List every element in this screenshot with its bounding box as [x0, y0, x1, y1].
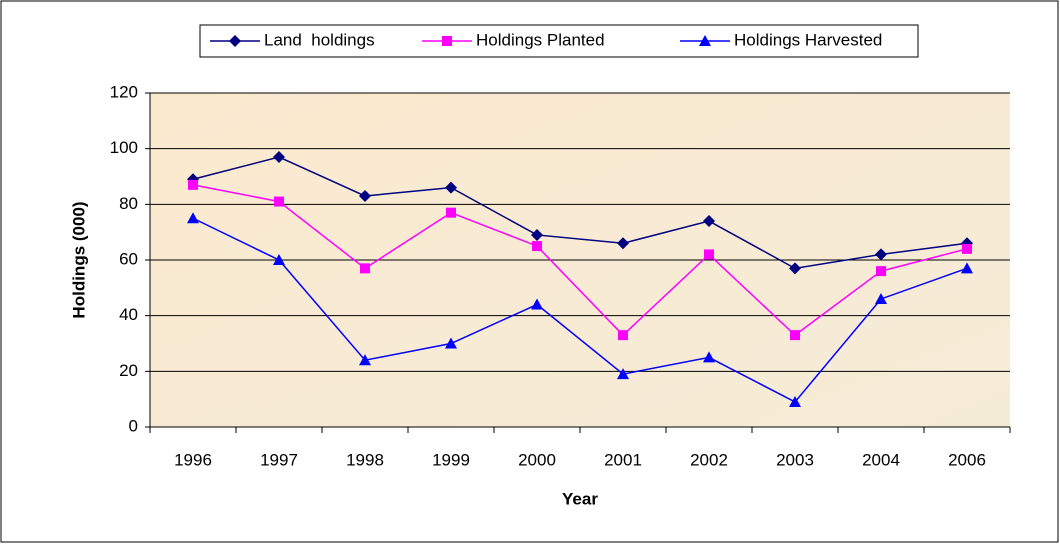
y-tick-label: 20 — [119, 361, 138, 380]
legend-marker — [229, 35, 241, 47]
data-point — [446, 207, 456, 218]
x-axis-label: Year — [562, 489, 598, 508]
y-tick-label: 60 — [119, 249, 138, 268]
data-point — [273, 254, 285, 265]
data-point — [274, 196, 284, 207]
x-tick-label: 2002 — [690, 450, 728, 469]
data-point — [789, 262, 801, 275]
legend-label: Holdings Planted — [476, 30, 605, 49]
data-point — [531, 298, 543, 310]
legend-marker — [699, 35, 711, 46]
y-tick-label: 40 — [119, 305, 138, 324]
x-tick-label: 1996 — [174, 450, 212, 469]
x-tick-label: 1997 — [260, 450, 298, 469]
data-point — [360, 263, 370, 274]
x-tick-label: 1999 — [432, 450, 470, 469]
data-point — [876, 266, 886, 277]
data-point — [789, 395, 801, 407]
data-point — [273, 151, 285, 164]
data-point — [618, 330, 628, 341]
series-line — [192, 217, 968, 403]
data-point — [875, 248, 887, 261]
data-point — [359, 354, 371, 366]
series-line — [192, 184, 968, 337]
data-point — [445, 337, 457, 349]
data-point — [790, 330, 800, 341]
y-axis-label: Holdings (000) — [69, 201, 88, 318]
data-point — [187, 212, 199, 224]
y-tick-label: 120 — [110, 82, 138, 101]
x-tick-label: 2004 — [862, 450, 900, 469]
data-point — [617, 368, 629, 380]
data-point — [962, 243, 972, 254]
data-point — [875, 292, 887, 304]
legend-label: Land holdings — [264, 30, 375, 49]
y-tick-label: 80 — [119, 194, 138, 213]
x-tick-label: 1998 — [346, 450, 384, 469]
data-point — [704, 249, 714, 260]
x-tick-label: 2001 — [604, 450, 642, 469]
y-tick-label: 100 — [110, 138, 138, 157]
y-tick-label: 0 — [129, 416, 138, 435]
series-line — [192, 156, 968, 270]
legend-label: Holdings Harvested — [734, 30, 882, 49]
data-point — [445, 181, 457, 194]
x-tick-label: 2006 — [948, 450, 986, 469]
legend-marker — [442, 36, 452, 46]
legend-box — [199, 24, 919, 58]
data-point — [188, 179, 198, 190]
data-point — [532, 241, 542, 252]
data-point — [359, 189, 371, 202]
x-tick-label: 2003 — [776, 450, 814, 469]
data-point — [703, 215, 715, 228]
data-point — [961, 262, 973, 274]
data-point — [617, 237, 629, 250]
data-point — [531, 228, 543, 241]
data-point — [703, 351, 715, 363]
x-tick-label: 2000 — [518, 450, 556, 469]
